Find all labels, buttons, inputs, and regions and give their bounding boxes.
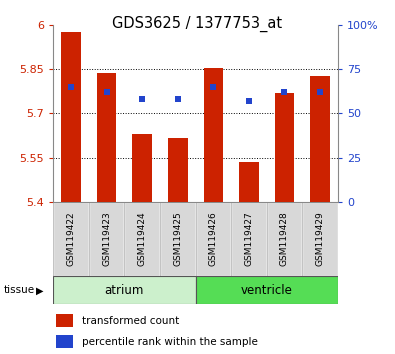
Bar: [89, 202, 124, 276]
Bar: [168, 138, 188, 202]
Bar: [196, 276, 338, 304]
Bar: [196, 202, 231, 276]
Point: [281, 89, 288, 95]
Bar: [56, 335, 73, 348]
Bar: [89, 202, 124, 276]
Text: GSM119425: GSM119425: [173, 212, 182, 266]
Bar: [160, 202, 196, 276]
Bar: [302, 202, 338, 276]
Bar: [53, 276, 196, 304]
Bar: [132, 134, 152, 202]
Point: [103, 89, 110, 95]
Bar: [124, 202, 160, 276]
Text: ▶: ▶: [36, 286, 43, 296]
Bar: [239, 162, 259, 202]
Point: [246, 98, 252, 104]
Text: ventricle: ventricle: [241, 284, 293, 297]
Point: [139, 96, 145, 102]
Bar: [275, 93, 294, 202]
Bar: [160, 202, 196, 276]
Bar: [310, 75, 330, 202]
Text: GSM119427: GSM119427: [245, 212, 253, 266]
Text: GDS3625 / 1377753_at: GDS3625 / 1377753_at: [113, 16, 282, 32]
Text: atrium: atrium: [105, 284, 144, 297]
Text: GSM119426: GSM119426: [209, 212, 218, 266]
Bar: [53, 202, 89, 276]
Bar: [61, 32, 81, 202]
Bar: [56, 314, 73, 327]
Bar: [267, 202, 302, 276]
Bar: [231, 202, 267, 276]
Text: GSM119428: GSM119428: [280, 212, 289, 266]
Text: GSM119422: GSM119422: [67, 212, 75, 266]
Text: tissue: tissue: [4, 285, 35, 295]
Text: GSM119423: GSM119423: [102, 212, 111, 266]
Bar: [231, 202, 267, 276]
Bar: [97, 73, 117, 202]
Point: [210, 84, 216, 90]
Bar: [124, 202, 160, 276]
Bar: [203, 68, 223, 202]
Text: percentile rank within the sample: percentile rank within the sample: [82, 337, 258, 347]
Bar: [196, 202, 231, 276]
Text: transformed count: transformed count: [82, 316, 179, 326]
Point: [68, 84, 74, 90]
Bar: [267, 202, 302, 276]
Point: [317, 89, 323, 95]
Bar: [53, 202, 89, 276]
Text: GSM119424: GSM119424: [138, 212, 147, 266]
Point: [175, 96, 181, 102]
Bar: [302, 202, 338, 276]
Text: GSM119429: GSM119429: [316, 212, 324, 266]
